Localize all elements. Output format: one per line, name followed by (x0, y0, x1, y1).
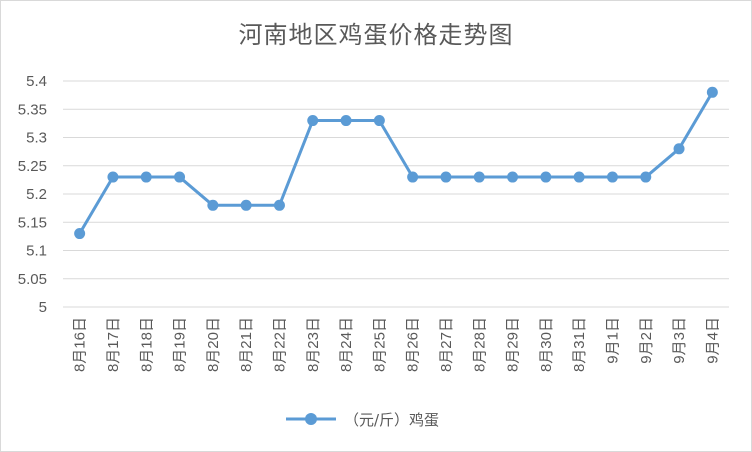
x-tick-label: 8月19日 (172, 317, 189, 372)
x-tick-label: 8月22日 (271, 317, 288, 372)
x-tick-label: 9月3日 (671, 317, 688, 364)
x-tick-label: 9月2日 (638, 317, 655, 364)
data-point (673, 143, 685, 155)
x-tick-label: 9月4日 (704, 317, 721, 364)
data-point (273, 199, 285, 211)
y-tick-label: 5 (39, 299, 47, 316)
y-tick-label: 5.2 (26, 186, 47, 203)
legend-swatch (286, 413, 336, 425)
x-tick-label: 8月28日 (471, 317, 488, 372)
data-point (507, 171, 519, 183)
data-point (174, 171, 186, 183)
chart-title: 河南地区鸡蛋价格走势图 (238, 21, 514, 49)
x-tick-label: 8月23日 (305, 317, 322, 372)
data-point (307, 115, 319, 127)
data-point (473, 171, 485, 183)
x-tick-label: 8月29日 (505, 317, 522, 372)
x-tick-label: 8月31日 (571, 317, 588, 372)
data-point (540, 171, 552, 183)
data-point (74, 228, 86, 240)
x-tick-label: 8月18日 (138, 317, 155, 372)
data-point (340, 115, 352, 127)
x-tick-label: 8月27日 (438, 317, 455, 372)
data-point (207, 199, 219, 211)
x-tick-label: 8月16日 (72, 317, 89, 372)
data-point (706, 86, 718, 98)
y-tick-label: 5.1 (26, 243, 47, 260)
data-point (440, 171, 452, 183)
data-point (407, 171, 419, 183)
data-point (606, 171, 618, 183)
x-tick-label: 9月1日 (604, 317, 621, 364)
data-point (107, 171, 119, 183)
x-tick-label: 8月26日 (405, 317, 422, 372)
y-tick-label: 5.4 (26, 73, 47, 90)
x-tick-label: 8月20日 (205, 317, 222, 372)
series-line (78, 91, 714, 235)
x-tick-label: 8月17日 (105, 317, 122, 372)
data-point (573, 171, 585, 183)
x-tick-label: 8月30日 (538, 317, 555, 372)
x-tick-label: 8月24日 (338, 317, 355, 372)
x-tick-label: 8月21日 (238, 317, 255, 372)
y-tick-label: 5.05 (18, 271, 47, 288)
y-tick-label: 5.15 (18, 214, 47, 231)
y-tick-label: 5.25 (18, 158, 47, 175)
y-tick-label: 5.35 (18, 101, 47, 118)
data-point (640, 171, 652, 183)
legend: （元/斤）鸡蛋 (286, 407, 439, 431)
data-point (240, 199, 252, 211)
legend-label: （元/斤）鸡蛋 (344, 410, 440, 429)
y-tick-label: 5.3 (26, 130, 47, 147)
data-point (140, 171, 152, 183)
data-point (373, 115, 385, 127)
x-tick-label: 8月25日 (371, 317, 388, 372)
